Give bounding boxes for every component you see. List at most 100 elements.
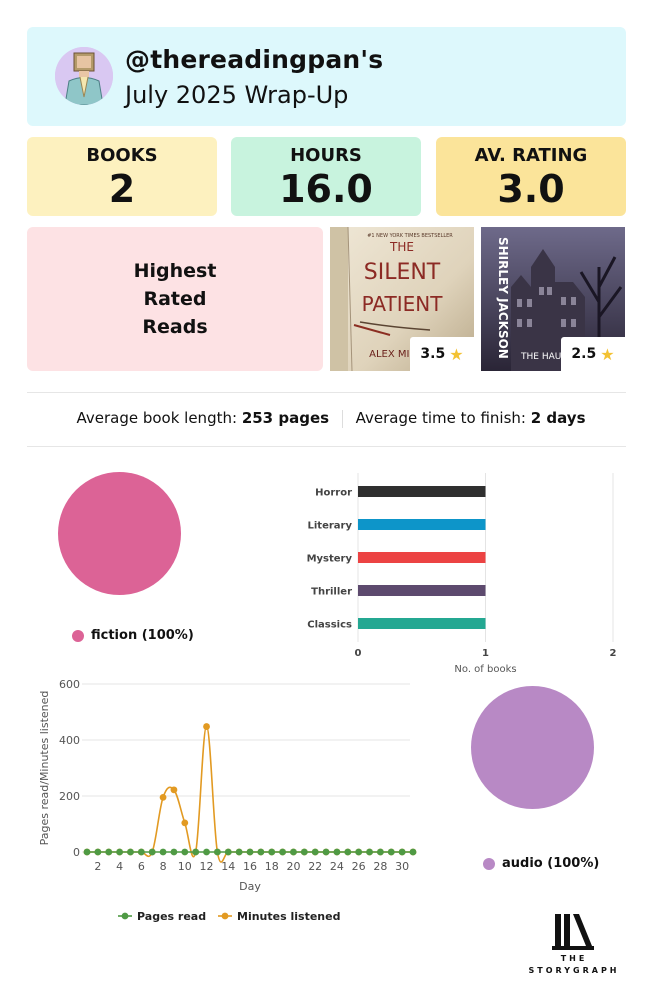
logo-line-2: STORYGRAPH xyxy=(528,966,620,975)
format-pie-chart[interactable] xyxy=(471,686,594,809)
data-point xyxy=(398,848,406,856)
book-rating-badge: 2.5 ★ xyxy=(561,337,625,371)
data-point xyxy=(257,848,265,856)
books-stat-card: BOOKS 2 xyxy=(27,137,217,216)
data-point xyxy=(235,848,243,856)
bar xyxy=(358,519,486,530)
highest-rated-line-1: Highest xyxy=(133,260,217,282)
averages-separator xyxy=(341,409,343,428)
genre-bar-chart: 0 1 2 Horror Literary Mystery Thriller Classics… xyxy=(307,473,617,675)
avatar[interactable] xyxy=(55,47,113,105)
fiction-pie-chart[interactable] xyxy=(58,472,181,595)
data-point xyxy=(127,848,134,856)
data-point xyxy=(170,786,178,794)
data-point xyxy=(279,848,286,856)
data-point xyxy=(192,848,200,856)
x-tick-label: 20 xyxy=(286,860,300,873)
legend-marker xyxy=(221,912,229,920)
rating-stat-label: AV. RATING xyxy=(474,145,588,166)
cover-title-line-1: THE xyxy=(389,240,414,254)
x-tick-label: 6 xyxy=(138,860,145,873)
highest-rated-line-3: Reads xyxy=(142,316,208,338)
data-point xyxy=(355,848,363,856)
rating-stat-card: AV. RATING 3.0 xyxy=(436,137,626,216)
avg-time-value: 2 days xyxy=(530,409,586,427)
fiction-pie-legend[interactable]: fiction (100%) xyxy=(72,628,194,643)
hours-stat-label: HOURS xyxy=(290,145,362,166)
data-point xyxy=(322,848,330,856)
data-point xyxy=(181,819,189,827)
category-label: Classics xyxy=(307,620,352,631)
avg-length-value: 253 pages xyxy=(241,409,330,427)
legend-label: fiction (100%) xyxy=(91,628,194,643)
divider-top xyxy=(27,392,626,393)
book-cover-silent-patient[interactable]: #1 NEW YORK TIMES BESTSELLER THE SILENT … xyxy=(330,227,474,371)
highest-rated-card: Highest Rated Reads xyxy=(27,227,323,371)
x-tick-label: 24 xyxy=(330,860,344,873)
x-tick-label: 14 xyxy=(221,860,235,873)
bar xyxy=(358,552,486,563)
data-point xyxy=(311,848,319,856)
x-axis-label: Day xyxy=(239,880,261,893)
data-point xyxy=(203,848,210,856)
divider-bottom xyxy=(27,446,626,447)
x-tick-label: 10 xyxy=(178,860,192,873)
logo-line-1: THE xyxy=(560,954,588,963)
highest-rated-line-2: Rated xyxy=(143,288,207,310)
data-point xyxy=(214,848,221,856)
category-label: Mystery xyxy=(307,554,353,565)
category-label: Horror xyxy=(315,488,352,499)
star-icon: ★ xyxy=(449,344,464,364)
books-stat-label: BOOKS xyxy=(86,145,158,166)
bar xyxy=(358,618,486,629)
series-line xyxy=(87,725,413,863)
data-point xyxy=(224,848,232,856)
page-title: July 2025 Wrap-Up xyxy=(125,81,349,109)
x-tick-label: 12 xyxy=(200,860,214,873)
book-rating-value: 3.5 xyxy=(420,346,446,362)
x-tick-label: 22 xyxy=(308,860,322,873)
data-point xyxy=(333,848,341,856)
legend-marker xyxy=(121,912,129,920)
cover-title-line-2: SILENT xyxy=(364,260,441,285)
data-point xyxy=(366,848,373,856)
x-tick-label: 28 xyxy=(373,860,387,873)
data-point xyxy=(246,848,254,856)
y-tick-label: 400 xyxy=(59,734,80,747)
y-axis-label: Pages read/Minutes listened xyxy=(38,691,51,846)
book-rating-value: 2.5 xyxy=(571,346,597,362)
bar xyxy=(358,585,486,596)
legend-dot xyxy=(72,629,84,642)
x-tick-label: 2 xyxy=(94,860,101,873)
book-cover-haunting-of-hill-house[interactable]: SHIRLEY JACKSON THE HAUNTING OF HILL 2.5… xyxy=(481,227,625,371)
data-point xyxy=(409,848,417,856)
bar xyxy=(358,486,486,497)
legend-label: Minutes listened xyxy=(237,910,340,923)
cover-author-vertical: SHIRLEY JACKSON xyxy=(496,237,510,359)
y-tick-label: 600 xyxy=(59,678,80,691)
legend-label: audio (100%) xyxy=(502,856,600,871)
averages-summary: Average book length: 253 pages Average t… xyxy=(0,409,662,428)
avg-length-label: Average book length: xyxy=(76,409,238,427)
storygraph-logo-icon xyxy=(552,914,594,950)
data-point xyxy=(159,848,167,856)
data-point xyxy=(290,848,297,856)
legend-dot xyxy=(483,857,495,870)
data-point xyxy=(268,848,276,856)
data-point xyxy=(105,848,113,856)
wrap-up-header: @thereadingpan's July 2025 Wrap-Up xyxy=(27,27,626,126)
x-tick-label: 8 xyxy=(160,860,167,873)
data-point xyxy=(300,848,308,856)
cover-title-line-3: PATIENT xyxy=(362,292,444,316)
format-pie-legend[interactable]: audio (100%) xyxy=(483,856,599,871)
data-point xyxy=(203,723,210,730)
user-handle: @thereadingpan's xyxy=(125,45,384,74)
x-tick-label: 30 xyxy=(395,860,409,873)
cover-tagline: #1 NEW YORK TIMES BESTSELLER xyxy=(367,233,453,239)
data-point xyxy=(148,848,156,856)
data-point xyxy=(137,848,145,856)
hours-stat-value: 16.0 xyxy=(279,167,373,211)
hours-stat-card: HOURS 16.0 xyxy=(231,137,421,216)
storygraph-logo[interactable]: THE STORYGRAPH xyxy=(520,910,628,980)
